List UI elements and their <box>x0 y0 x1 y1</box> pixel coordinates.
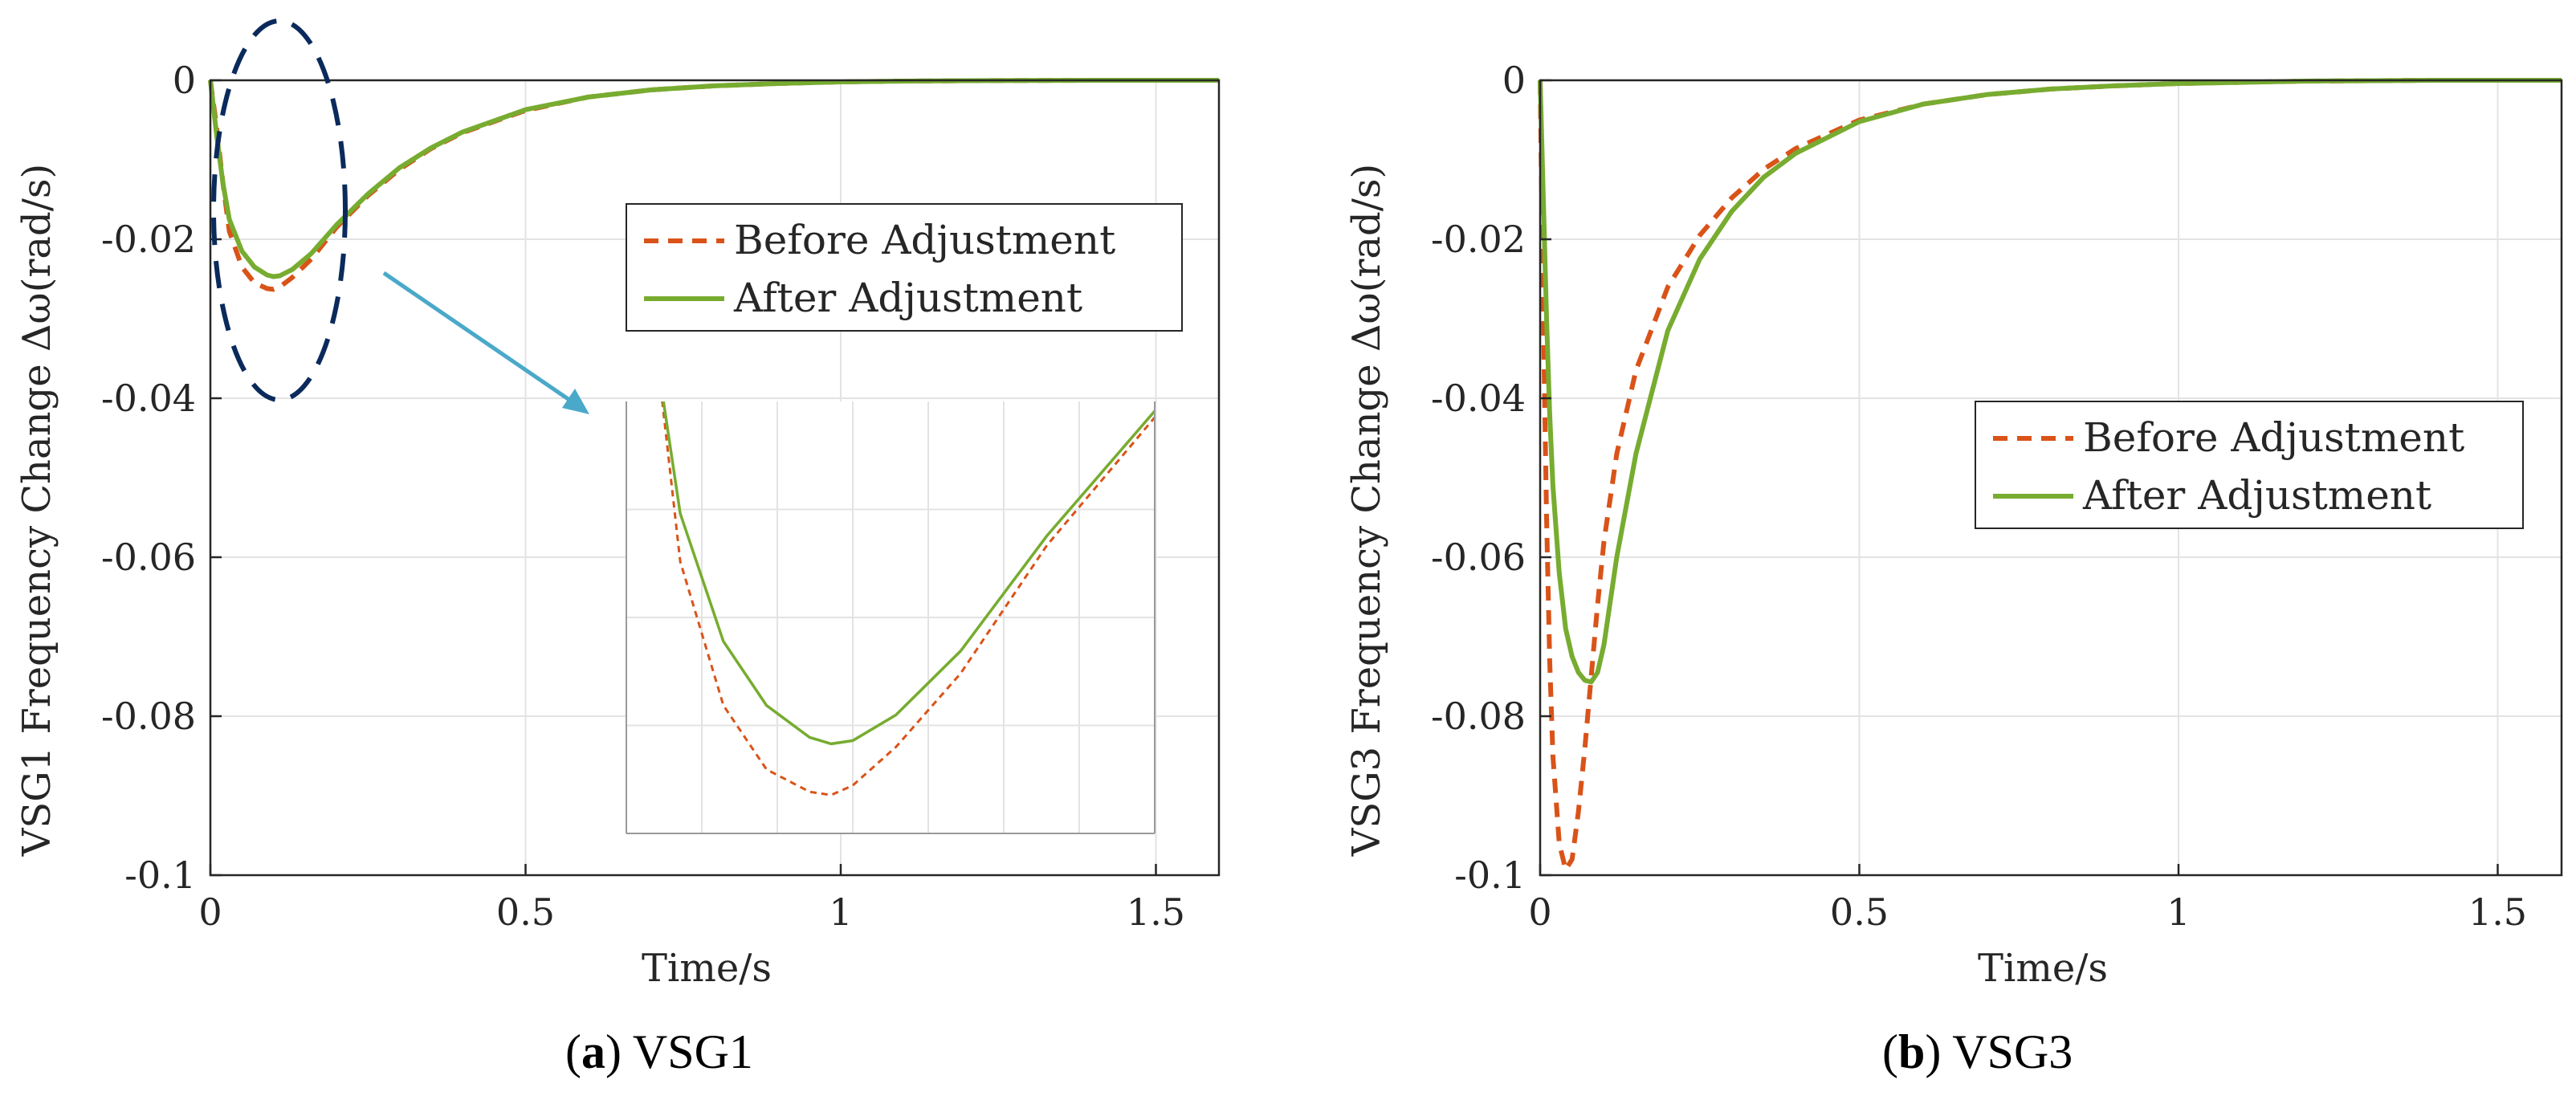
y-tick-label: -0.02 <box>1431 218 1526 261</box>
legend-box <box>1975 401 2524 529</box>
y-axis-label: VSG3 Frequency Change Δω(rad/s) <box>1344 164 1389 857</box>
x-axis-label: Time/s <box>1978 946 2108 991</box>
x-tick-label: 1.5 <box>1127 890 1185 934</box>
zoom-arrow-line <box>382 271 573 404</box>
y-axis-label: VSG1 Frequency Change Δω(rad/s) <box>14 164 59 857</box>
series-line-after-adjustment <box>1538 78 2562 685</box>
panel-caption: (b) VSG3 <box>1882 1025 2073 1078</box>
panel-b: 0 0.5 1 1.5 0 -0.02 -0.04 -0.06 -0.08 -0.1 Time/s V… <box>1344 59 2563 1078</box>
caption-paren: ( <box>1882 1025 1898 1078</box>
legend-box <box>626 203 1183 332</box>
caption-letter: a <box>581 1025 605 1078</box>
inset-line-after-adjustment <box>662 401 1155 746</box>
y-tick-label: -0.08 <box>101 695 196 738</box>
inset-zoom-plot <box>626 401 1156 834</box>
zoom-annotation <box>211 18 589 414</box>
x-tick-label: 0 <box>1528 890 1551 934</box>
caption-paren: ( <box>565 1025 581 1078</box>
x-tick-label: 1.5 <box>2468 890 2527 934</box>
legend-label-after-adjustment: After Adjustment <box>733 275 1082 321</box>
x-tick-label: 0 <box>198 890 222 934</box>
y-tick-label: 0 <box>1502 59 1526 102</box>
panel-caption: (a) VSG1 <box>565 1025 753 1078</box>
axes-box <box>1539 79 2563 877</box>
legend: Before Adjustment After Adjustment <box>626 203 1183 332</box>
panel-a: 0 0.5 1 1.5 0 -0.02 -0.04 -0.06 -0.08 -0.1 Time/s V… <box>14 59 1221 1078</box>
caption-letter: b <box>1898 1025 1925 1078</box>
y-tick-label: -0.1 <box>1454 853 1526 897</box>
y-tick-label: -0.04 <box>101 377 196 420</box>
y-tick-label: -0.02 <box>101 218 196 261</box>
zoom-ellipse <box>211 18 348 402</box>
legend-label-after-adjustment: After Adjustment <box>2082 472 2431 519</box>
y-tick-label: -0.06 <box>101 536 196 579</box>
y-tick-label: -0.04 <box>1431 377 1526 420</box>
legend-label-before-adjustment: Before Adjustment <box>734 217 1115 263</box>
y-tick-label: -0.06 <box>1431 536 1526 579</box>
y-tick-label: -0.1 <box>124 853 196 897</box>
caption-text: ) VSG3 <box>1925 1025 2073 1078</box>
y-tick-label: -0.08 <box>1431 695 1526 738</box>
x-tick-label: 0.5 <box>496 890 555 934</box>
zoom-arrow-head <box>562 389 589 414</box>
x-tick-label: 0.5 <box>1830 890 1889 934</box>
axes-box <box>209 79 1221 877</box>
series-line-after-adjustment <box>208 78 1219 279</box>
caption-text: ) VSG1 <box>605 1025 753 1078</box>
x-tick-label: 1 <box>2166 890 2190 934</box>
x-tick-label: 1 <box>829 890 852 934</box>
x-axis-label: Time/s <box>642 946 772 991</box>
y-tick-label: 0 <box>173 59 196 102</box>
legend: Before Adjustment After Adjustment <box>1975 401 2524 529</box>
legend-label-before-adjustment: Before Adjustment <box>2083 414 2464 461</box>
